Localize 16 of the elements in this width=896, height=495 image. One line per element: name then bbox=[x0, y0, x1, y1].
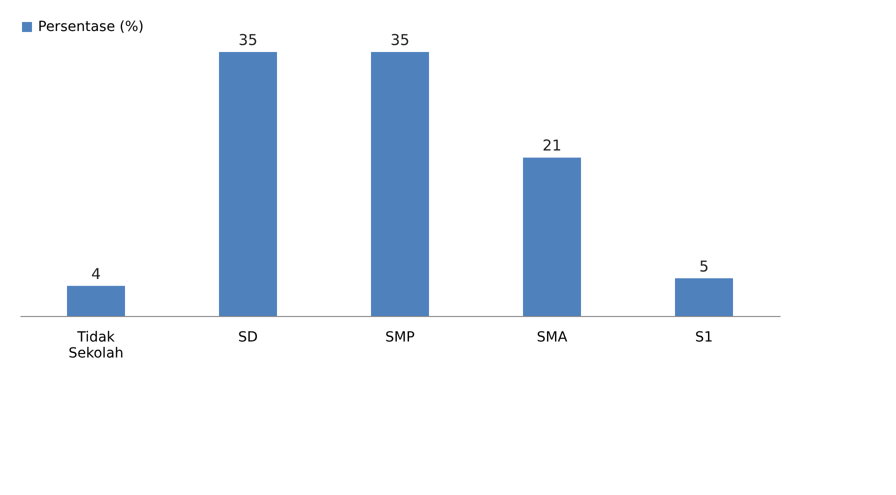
data-label: 35 bbox=[238, 31, 258, 49]
data-label: 4 bbox=[91, 264, 101, 283]
x-tick-label: SD bbox=[238, 330, 258, 346]
x-tick-label: S1 bbox=[695, 330, 713, 346]
bar bbox=[371, 52, 429, 316]
bar bbox=[219, 52, 277, 316]
data-label: 35 bbox=[390, 31, 410, 49]
bar bbox=[67, 286, 125, 316]
data-label: 5 bbox=[699, 257, 709, 276]
legend-label: Persentase (%) bbox=[38, 19, 144, 35]
x-tick-label: SMA bbox=[536, 330, 568, 346]
x-tick-label: SMP bbox=[385, 330, 415, 346]
data-label: 21 bbox=[542, 136, 562, 155]
x-tick-label: Tidak Sekolah bbox=[68, 330, 124, 362]
bar bbox=[523, 158, 581, 316]
bar bbox=[675, 278, 733, 316]
